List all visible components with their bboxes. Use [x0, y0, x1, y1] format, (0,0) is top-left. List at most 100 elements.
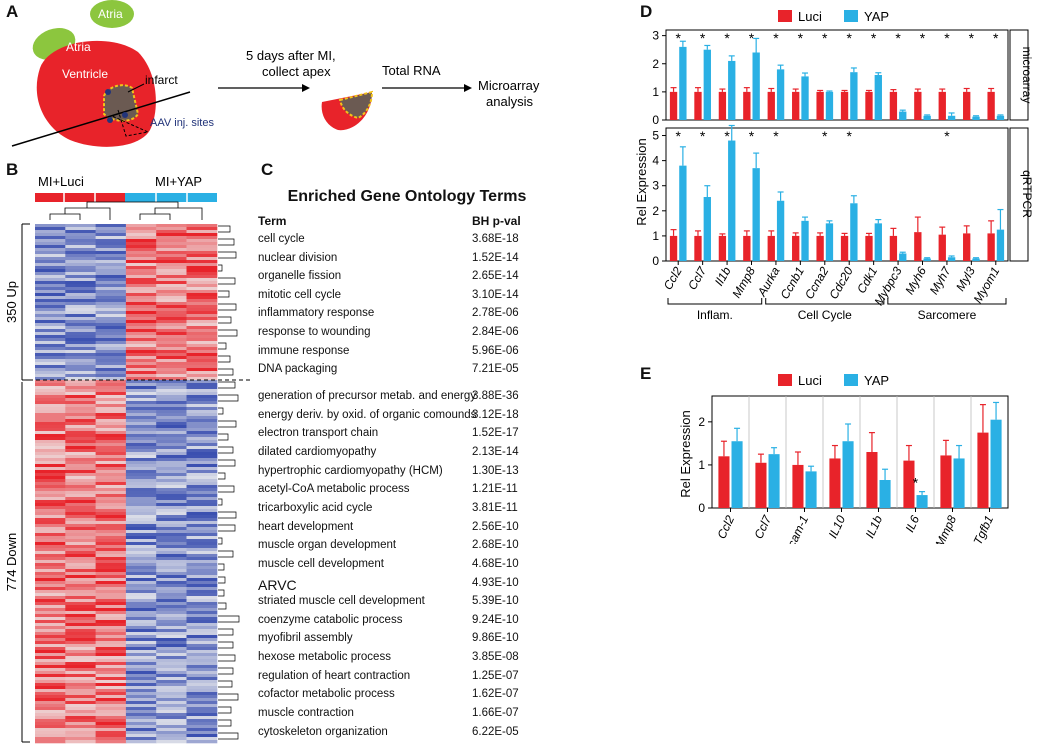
go-pvalue: 5.39E-10	[472, 595, 519, 608]
heatmap-cell	[35, 248, 66, 252]
heatmap-cell	[186, 263, 218, 267]
yap-bar	[731, 441, 743, 508]
heatmap-cell	[35, 671, 66, 675]
heatmap-cell	[95, 575, 127, 579]
heatmap-cell	[125, 503, 157, 507]
heatmap-cell	[35, 536, 66, 540]
heatmap-cell	[156, 605, 187, 609]
heatmap-cell	[65, 524, 97, 528]
significance-star: *	[871, 30, 877, 46]
luci-bar	[669, 91, 678, 120]
heatmap-cell	[186, 614, 218, 618]
atria-left-label: Atria	[66, 40, 91, 54]
heatmap-cell	[65, 311, 97, 315]
heatmap-cell	[35, 467, 66, 471]
heatmap-cell	[95, 371, 127, 375]
heatmap-cell	[35, 296, 66, 300]
heatmap-cell	[95, 542, 127, 546]
heatmap-cell	[125, 377, 157, 381]
aav-dot	[107, 117, 113, 123]
luci-bar	[694, 235, 702, 261]
heatmap-cell	[35, 587, 66, 591]
heatmap-cell	[35, 452, 66, 456]
heatmap-cell	[95, 731, 127, 735]
heatmap-cell	[125, 350, 157, 354]
heatmap-cell	[186, 692, 218, 696]
heatmap-cell	[65, 686, 97, 690]
row-dendro-branch	[218, 719, 232, 727]
heatmap-cell	[35, 680, 66, 684]
heatmap-cell	[186, 527, 218, 531]
luci-bar	[938, 91, 946, 120]
heatmap-cell	[125, 527, 157, 531]
heatmap-cell	[156, 266, 187, 270]
e-plot: 0 1 2 * Ccl2 Ccl7 Icam-1 IL10 IL1b IL6 Mmp8 Tgfb1	[698, 395, 1009, 544]
heatmap-cell	[125, 737, 157, 741]
row-dendro-branch	[218, 537, 223, 545]
heatmap-cell	[35, 578, 66, 582]
heatmap-cell	[186, 596, 218, 600]
heatmap-cell	[95, 545, 127, 549]
heatmap-cell	[35, 608, 66, 612]
heatmap-cell	[156, 314, 187, 318]
heatmap-cell	[125, 554, 157, 558]
heatmap-cell	[35, 311, 66, 315]
heatmap-cell	[95, 632, 127, 636]
heatmap-cell	[95, 461, 127, 465]
heatmap-cell	[95, 413, 127, 417]
heatmap-cell	[125, 224, 157, 228]
heatmap-cell	[156, 497, 187, 501]
heatmap-cell	[65, 332, 97, 336]
group-bracket	[667, 298, 763, 305]
heatmap-cell	[65, 254, 97, 258]
heatmap-cell	[95, 242, 127, 246]
heatmap-cell	[65, 521, 97, 525]
luci-bar	[889, 235, 898, 261]
heatmap-cell	[125, 422, 157, 426]
heatmap-cell	[35, 521, 66, 525]
legend-swatch	[844, 374, 858, 386]
heatmap-cell	[95, 698, 127, 702]
row-dendrogram	[218, 225, 240, 740]
heatmap-cell	[125, 581, 157, 585]
heatmap-cell	[156, 548, 187, 552]
heatmap-cell	[65, 614, 97, 618]
luci-bar	[866, 452, 878, 508]
heatmap-cell	[95, 536, 127, 540]
heatmap-cell	[156, 674, 187, 678]
heatmap-cell	[186, 356, 218, 360]
x-tick-label: Mmp8	[729, 264, 758, 300]
heatmap-cell	[35, 269, 66, 273]
heatmap-cell	[65, 320, 97, 324]
heatmap-cell	[65, 509, 97, 513]
aav-dot	[122, 112, 128, 118]
heatmap-cell	[65, 269, 97, 273]
heatmap-cell	[125, 242, 157, 246]
heatmap-cell	[186, 650, 218, 654]
heatmap-cell	[156, 599, 187, 603]
go-term: cytoskeleton organization	[258, 725, 388, 738]
heatmap-cell	[95, 620, 127, 624]
heatmap-cell	[95, 710, 127, 714]
x-tick-label: Ccl2	[714, 513, 737, 541]
strip-box	[1009, 127, 1029, 262]
legend-label: Luci	[798, 373, 822, 388]
heatmap-cell	[156, 491, 187, 495]
heatmap-cell	[65, 668, 97, 672]
heatmap-cell	[95, 491, 127, 495]
heatmap-cell	[156, 632, 187, 636]
luci-bar	[963, 91, 971, 120]
heatmap-cell	[35, 356, 66, 360]
y-tick-label: 1	[698, 458, 705, 472]
heatmap-cell	[65, 233, 97, 237]
luci-bar	[755, 462, 767, 508]
x-tick-label: Myl3	[953, 264, 978, 293]
heatmap-cell	[65, 305, 97, 309]
yap-bar	[874, 75, 882, 120]
heatmap-cell	[65, 461, 97, 465]
heatmap-cell	[186, 380, 218, 384]
heatmap-cell	[156, 464, 187, 468]
heatmap-cell	[186, 305, 218, 309]
heatmap-cell	[65, 548, 97, 552]
heatmap-cell	[186, 542, 218, 546]
